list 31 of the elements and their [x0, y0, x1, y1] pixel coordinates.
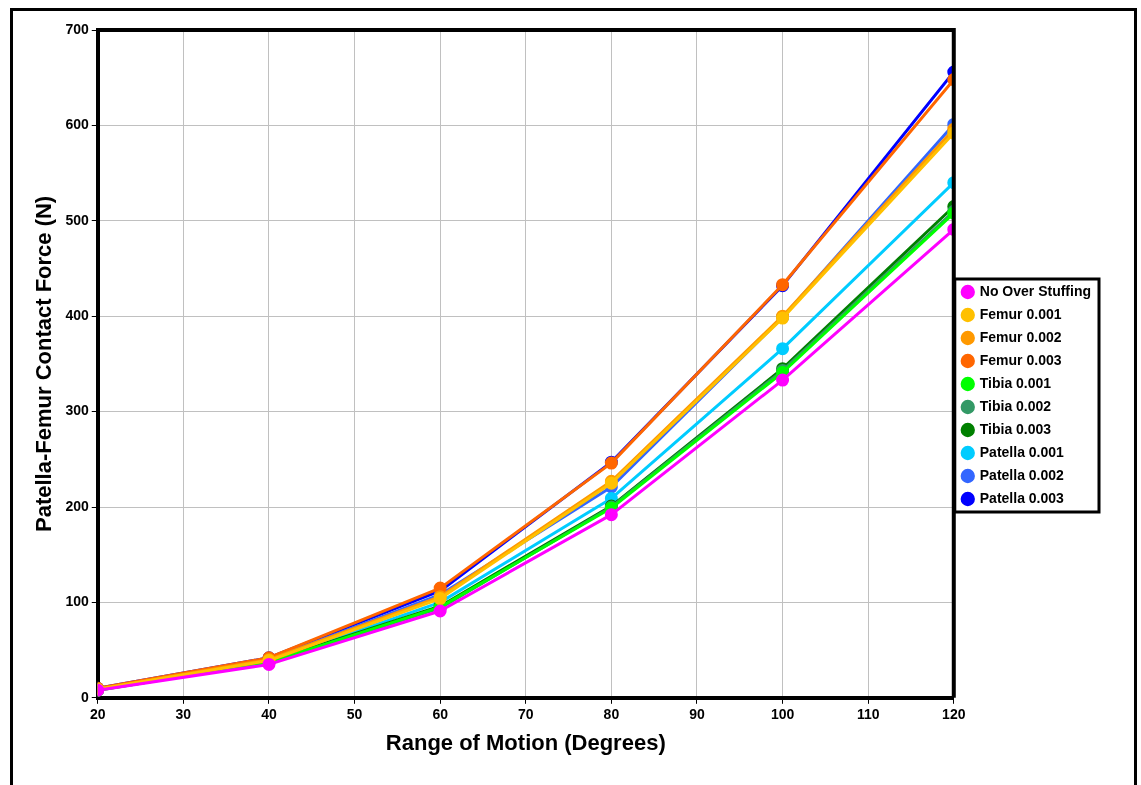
- x-axis-title: Range of Motion (Degrees): [385, 729, 666, 755]
- y-tick-label: 500: [65, 211, 89, 228]
- x-tick-label: 80: [603, 706, 620, 723]
- x-tick-label: 100: [770, 706, 795, 723]
- y-tick-label: 600: [65, 116, 89, 133]
- y-tick-label: 100: [65, 593, 89, 610]
- y-tick-label: 400: [65, 307, 89, 324]
- x-tick-label: 20: [89, 706, 106, 723]
- legend-label: Femur 0.003: [979, 351, 1062, 368]
- y-tick-label: 200: [65, 497, 89, 514]
- legend-label: No Over Stuffing: [979, 282, 1092, 299]
- x-tick-label: 70: [517, 706, 534, 723]
- legend-label: Patella 0.001: [979, 443, 1065, 460]
- x-tick-label: 30: [175, 706, 192, 723]
- y-tick-label: 700: [65, 20, 89, 37]
- y-tick-label: 0: [80, 688, 89, 705]
- legend-label: Patella 0.002: [979, 466, 1065, 483]
- y-axis-title: Patella-Femur Contact Force (N): [31, 195, 57, 532]
- legend-label: Femur 0.001: [979, 305, 1062, 322]
- x-tick-label: 50: [346, 706, 363, 723]
- legend-label: Tibia 0.003: [979, 420, 1052, 437]
- legend-label: Tibia 0.002: [979, 397, 1052, 414]
- x-tick-label: 90: [689, 706, 705, 723]
- legend-label: Tibia 0.001: [979, 374, 1052, 391]
- legend-label: Patella 0.003: [979, 489, 1065, 506]
- x-tick-label: 60: [432, 706, 449, 723]
- legend-label: Femur 0.002: [979, 328, 1062, 345]
- y-tick-label: 300: [65, 402, 89, 419]
- x-tick-label: 120: [942, 706, 966, 723]
- x-tick-label: 40: [261, 706, 277, 723]
- x-tick-label: 110: [856, 706, 880, 723]
